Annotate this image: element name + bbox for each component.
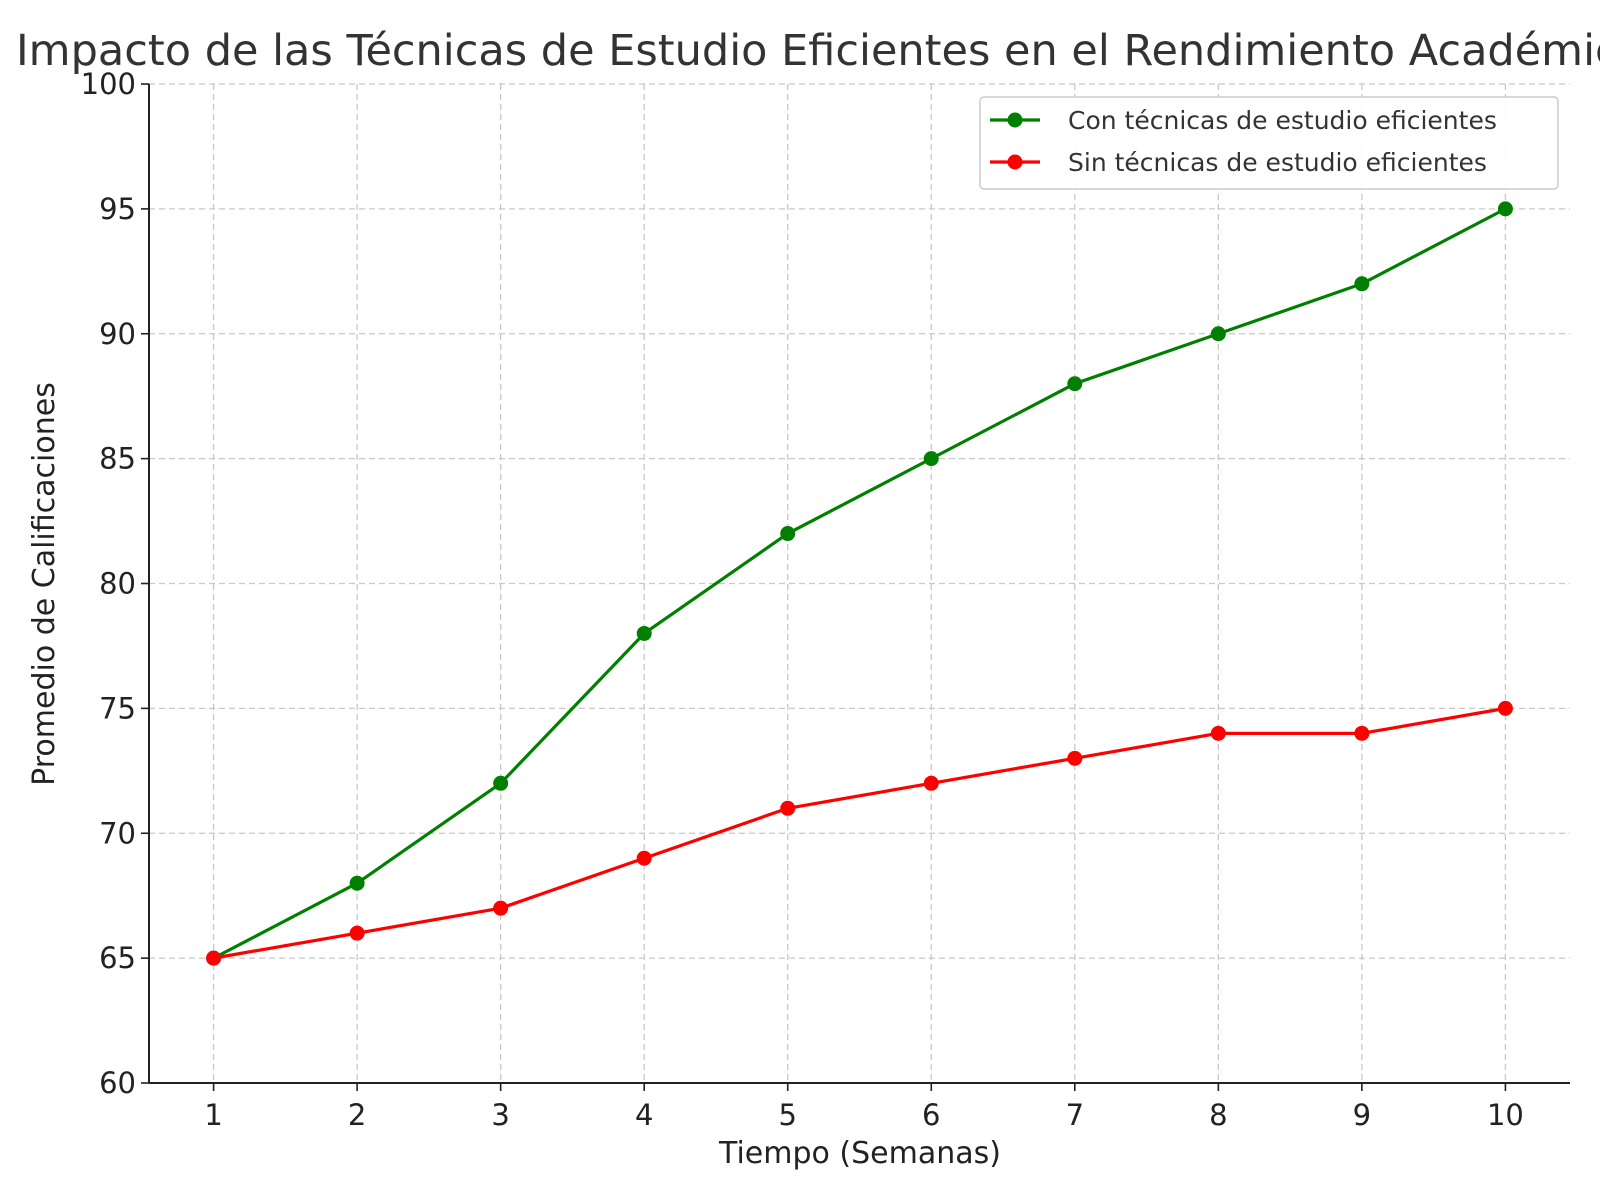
x-tick-label: 2 [348, 1098, 366, 1132]
legend-entry: Con técnicas de estudio eficientes [990, 106, 1497, 135]
series-line [211, 207, 1508, 960]
series-2 [206, 700, 1513, 966]
data-point [206, 950, 222, 966]
data-point [1497, 201, 1513, 217]
chart-title: Impacto de las Técnicas de Estudio Efici… [16, 26, 1600, 76]
data-point [923, 775, 939, 791]
y-tick-label: 100 [81, 67, 136, 101]
legend-label: Sin técnicas de estudio eficientes [1068, 148, 1487, 177]
data-point [349, 925, 365, 941]
tick-labels: 1 2 3 4 5 6 7 8 9 10 60 65 70 75 80 85 90 95 100 [81, 67, 1524, 1132]
y-tick-label: 60 [99, 1066, 136, 1100]
data-point [1067, 376, 1083, 392]
y-tick-label: 85 [99, 442, 136, 476]
x-tick-label: 6 [922, 1098, 940, 1132]
data-point [780, 526, 796, 542]
data-point [636, 850, 652, 866]
x-tick-label: 7 [1066, 1098, 1084, 1132]
y-tick-label: 75 [99, 691, 136, 725]
x-tick-label: 5 [779, 1098, 797, 1132]
legend-marker-swatch [1007, 112, 1023, 128]
data-point [493, 900, 509, 916]
y-tick-label: 70 [99, 816, 136, 850]
legend-entry: Sin técnicas de estudio eficientes [990, 148, 1487, 177]
data-point [1210, 725, 1226, 741]
axes [141, 83, 1570, 1091]
grid-lines [149, 83, 1570, 1083]
x-tick-label: 3 [491, 1098, 509, 1132]
y-axis-label: Promedio de Calificaciones [27, 382, 62, 786]
legend-marker-swatch [1007, 154, 1023, 170]
data-point [780, 800, 796, 816]
y-tick-label: 95 [99, 192, 136, 226]
x-tick-label: 4 [635, 1098, 653, 1132]
x-tick-label: 8 [1209, 1098, 1227, 1132]
data-point [1497, 700, 1513, 716]
data-point [636, 625, 652, 641]
legend: Con técnicas de estudio eficientes Sin té… [979, 96, 1559, 190]
data-point [1354, 276, 1370, 292]
data-point [923, 451, 939, 467]
data-point [349, 875, 365, 891]
series-1 [206, 201, 1513, 966]
data-point [1210, 326, 1226, 342]
x-axis-label: Tiempo (Semanas) [718, 1136, 1001, 1171]
series-line [211, 706, 1508, 960]
legend-box [979, 96, 1559, 190]
data-point [493, 775, 509, 791]
legend-label: Con técnicas de estudio eficientes [1068, 106, 1497, 135]
y-tick-label: 80 [99, 567, 136, 601]
y-tick-label: 90 [99, 317, 136, 351]
x-tick-label: 9 [1353, 1098, 1371, 1132]
data-point [1354, 725, 1370, 741]
x-tick-label: 10 [1487, 1098, 1524, 1132]
y-tick-label: 65 [99, 941, 136, 975]
series-layer [206, 201, 1513, 966]
data-point [1067, 750, 1083, 766]
x-tick-label: 1 [204, 1098, 222, 1132]
